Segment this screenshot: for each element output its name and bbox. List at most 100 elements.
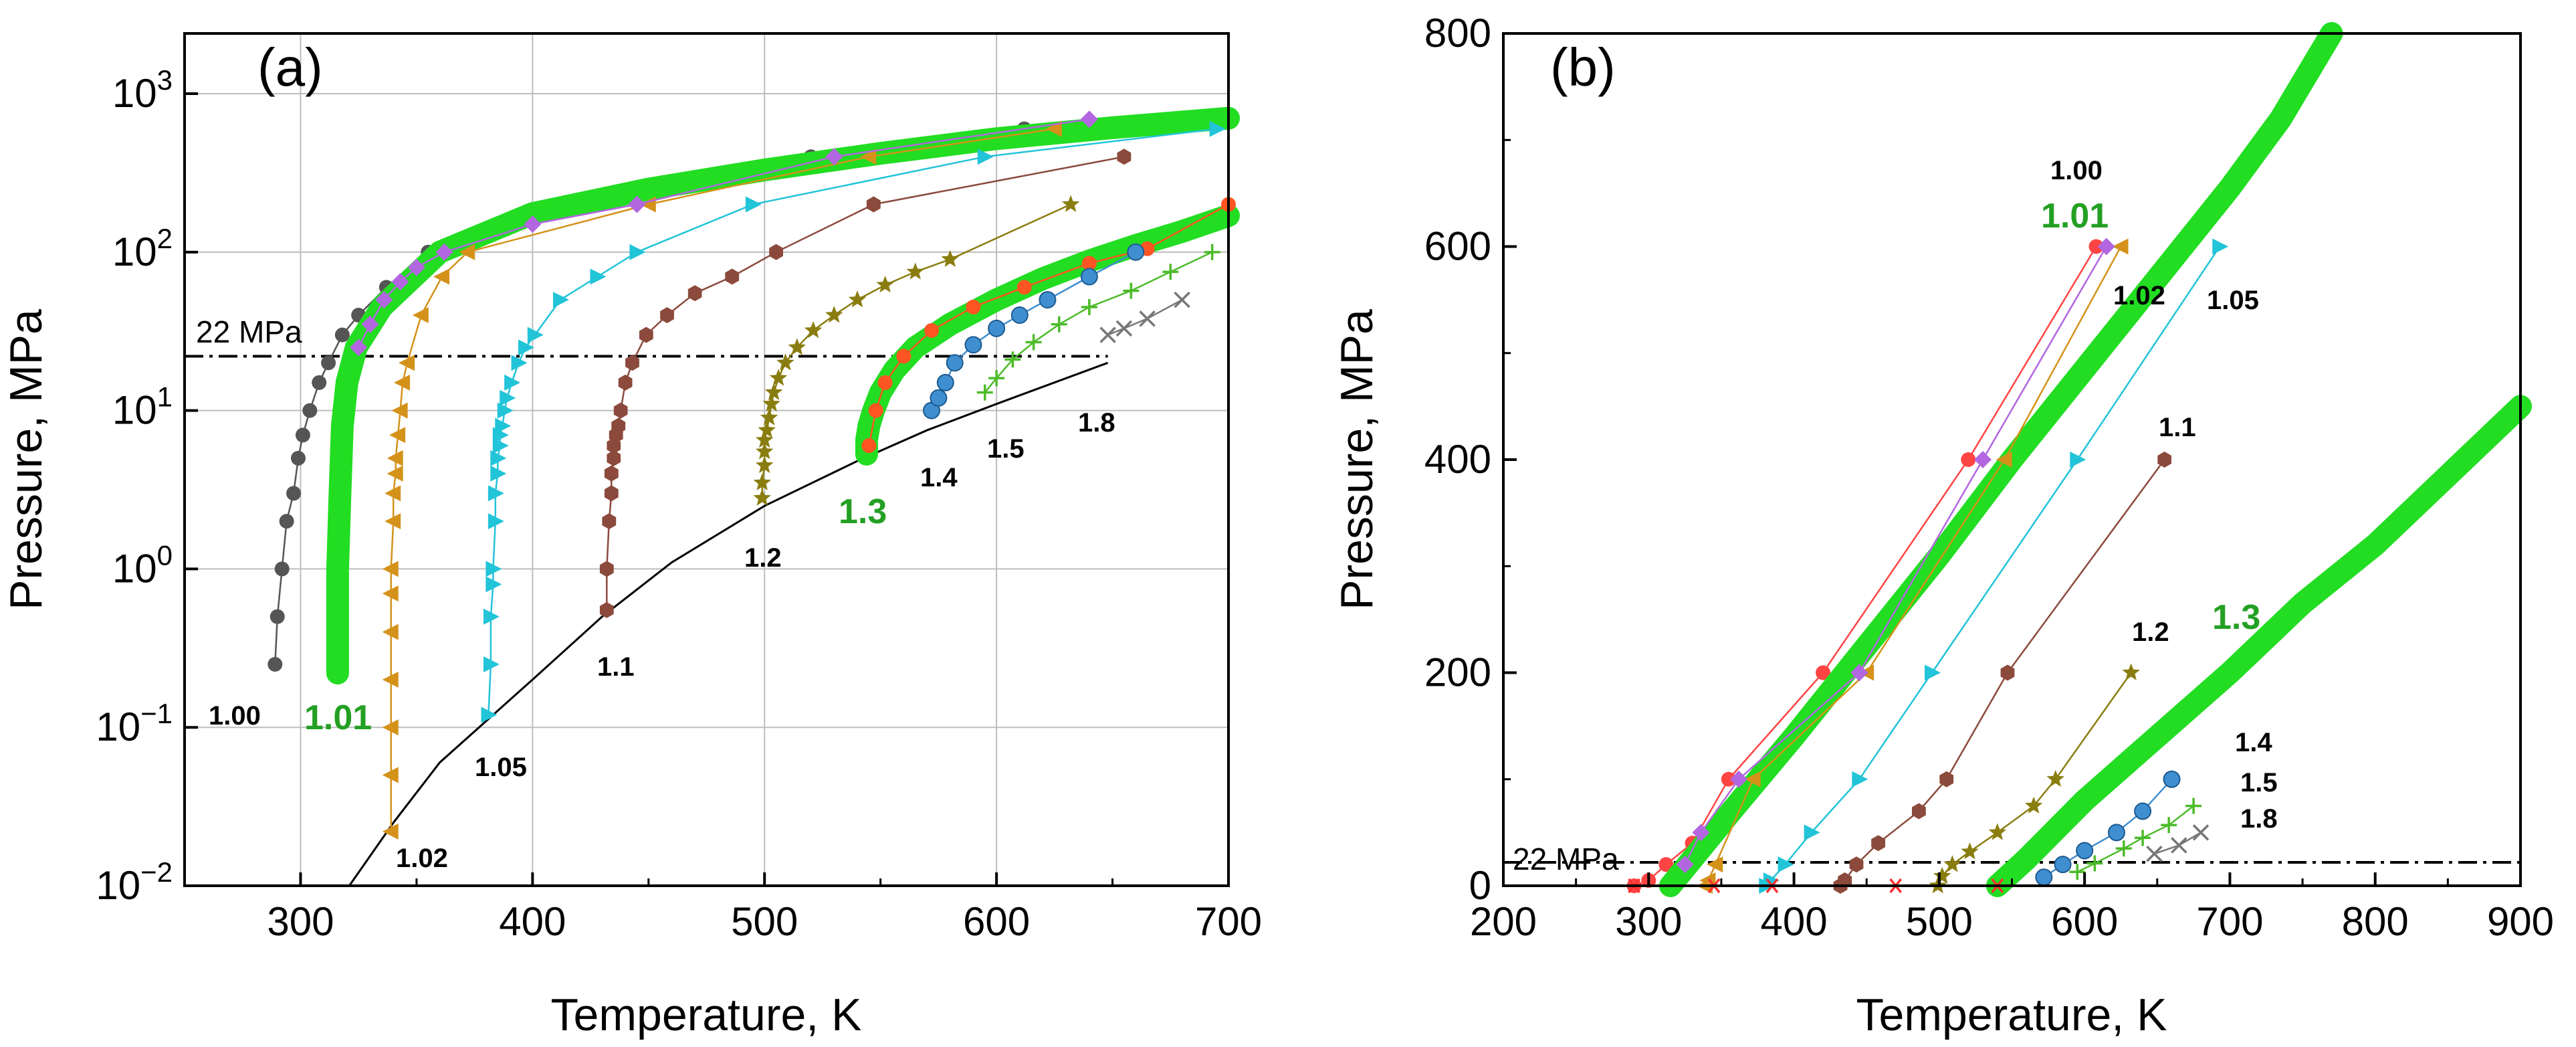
panel-b-data-point — [2069, 864, 2086, 880]
panel-b-series-label: 1.4 — [2235, 728, 2272, 757]
panel-b-data-point — [1692, 824, 1710, 842]
panel-a-data-point — [769, 369, 788, 386]
panel-b-series-1-02 — [1697, 238, 2129, 894]
panel-b-series-line — [1658, 22, 2343, 897]
panel-a-y-tick-label: 102 — [112, 223, 173, 274]
panel-a-data-point — [382, 585, 399, 602]
panel-a-series-line — [868, 203, 1229, 446]
panel-b-x-tick-label: 500 — [1906, 899, 1973, 944]
panel-a-data-point — [267, 656, 283, 672]
panel-b-y-tick-label: 0 — [1469, 863, 1491, 908]
panel-a-data-point — [492, 438, 509, 454]
panel-b-data-point — [2212, 238, 2229, 255]
panel-a-data-point — [382, 561, 399, 577]
panel-a-data-point — [930, 389, 948, 407]
panel-a-data-point — [385, 485, 401, 502]
panel-b-data-point — [2076, 842, 2094, 860]
panel-a-data-point — [391, 402, 408, 419]
panel-b-series-1-3 — [1985, 395, 2532, 897]
panel-a-x-tick-label: 500 — [731, 899, 798, 944]
panel-a-data-point — [495, 417, 512, 434]
panel-b-series-1-02-violet — [1676, 237, 2115, 874]
panel-b-series-label: 1.00 — [2050, 156, 2103, 185]
panel-a-data-point — [1081, 298, 1097, 315]
panel-b-series-1-8 — [2146, 824, 2210, 862]
panel-a-series-line — [1107, 299, 1183, 336]
panel-b-x-tick-label: 800 — [2342, 899, 2409, 944]
panel-a-data-point — [497, 402, 514, 419]
panel-b-data-point — [1707, 856, 1723, 873]
panel-a-series-label: 1.02 — [396, 844, 448, 873]
panel-a-data-point — [860, 149, 877, 165]
panel-a-data-point — [896, 349, 911, 364]
panel-a-data-point — [861, 438, 877, 454]
panel-b-data-point — [1933, 866, 1951, 884]
panel-a-data-point — [382, 624, 399, 640]
panel-a-series-1-05 — [481, 120, 1226, 723]
panel-a-data-point — [1139, 310, 1156, 327]
panel-a-data-point — [745, 196, 762, 213]
panel-a-data-point — [524, 215, 542, 233]
panel-a-series-label: 1.1 — [597, 652, 635, 682]
panel-a-data-point — [769, 244, 783, 260]
panel-a-label: (a) — [257, 37, 323, 97]
panel-a-data-point — [876, 276, 894, 293]
panel-a-data-point — [613, 402, 628, 419]
panel-a-series-1-4 — [922, 243, 1145, 419]
panel-b-data-point — [1850, 664, 1868, 682]
panel-a-data-point — [391, 273, 409, 291]
panel-b-y-axis-label: Pressure, MPa — [1331, 309, 1382, 610]
panel-a-data-point — [1117, 149, 1132, 165]
panel-b-data-point — [1924, 664, 1941, 681]
panel-a-data-point — [274, 561, 290, 577]
panel-a-data-point — [629, 244, 646, 260]
panel-a-data-point — [776, 353, 794, 371]
panel-a-series-label: 1.01 — [304, 698, 372, 737]
panel-a-data-point — [382, 719, 399, 736]
panel-b-series-line — [2076, 805, 2194, 873]
panel-a-axes: 300 400 500 600 700 10−2 10−1 100 101 102 103 1.00 1… — [96, 64, 1262, 944]
panel-a-data-point — [321, 355, 336, 371]
panel-a-data-point — [1209, 120, 1226, 137]
panel-a-data-point — [312, 375, 327, 390]
panel-a-series-1-3-red — [861, 197, 1236, 454]
panel-b-series-label: 1.3 — [2212, 598, 2260, 637]
panel-a-data-point — [387, 450, 403, 466]
panel-b-series-1-2 — [1929, 663, 2140, 894]
panel-a-data-point — [1115, 320, 1133, 337]
panel-a-data-point — [599, 601, 614, 618]
panel-a-data-point — [762, 394, 780, 412]
panel-a-data-point — [599, 561, 614, 577]
panel-b-series-label: 1.5 — [2240, 768, 2278, 797]
panel-a-data-point — [725, 268, 740, 285]
panel-a-data-point — [660, 307, 674, 324]
panel-b-label: (b) — [1550, 37, 1616, 97]
panel-a-data-point — [394, 374, 411, 391]
panel-b-data-point — [2112, 238, 2129, 255]
panel-b-data-point — [2024, 796, 2043, 814]
panel-a-data-point — [753, 473, 772, 490]
panel-a-data-point — [868, 403, 883, 418]
panel-b-data-point — [1961, 842, 1979, 860]
panel-a-data-point — [486, 576, 502, 593]
panel-a-series-1-02-violet — [350, 110, 1098, 357]
panel-a-data-point — [412, 307, 429, 324]
panel-a-data-point — [604, 465, 619, 482]
panel-a-data-point — [385, 513, 401, 530]
panel-b-series-line — [1985, 395, 2532, 897]
panel-b-data-point — [1996, 452, 2012, 468]
panel-a-data-point — [334, 327, 350, 343]
panel-a-data-point — [906, 262, 924, 280]
panel-a-y-tick-label: 101 — [112, 381, 173, 433]
panel-b-data-point — [2097, 237, 2115, 256]
panel-a-data-point — [964, 336, 982, 354]
panel-a-data-point — [1045, 120, 1062, 137]
panel-b-data-point — [2171, 837, 2187, 854]
panel-b-data-point — [1744, 771, 1761, 787]
panel-a-data-point — [825, 306, 843, 323]
panel-a-data-point — [435, 243, 453, 261]
panel-a-data-point — [877, 375, 893, 390]
panel-a-x-tick-label: 300 — [267, 899, 334, 944]
panel-a-data-point — [639, 326, 653, 343]
